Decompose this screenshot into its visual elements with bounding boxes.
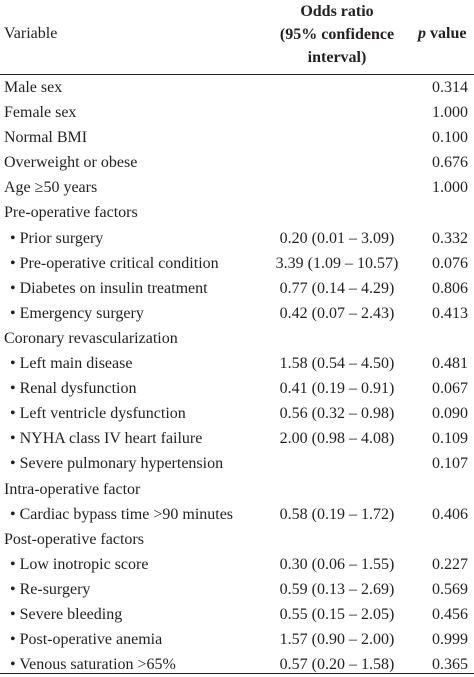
table-row: • Renal dysfunction 0.41 (0.19 – 0.91) 0.0… [0,376,474,401]
odds-ratio-cell: 0.58 (0.19 – 1.72) [279,505,395,523]
variable-cell: Post-operative factors [4,530,144,548]
variable-cell: Age ≥50 years [4,179,98,197]
odds-ratio-cell: 0.20 (0.01 – 3.09) [279,229,395,247]
table-row: • Re-surgery 0.59 (0.13 – 2.69) 0.569 [0,577,474,602]
variable-cell: • Severe pulmonary hypertension [10,455,224,473]
p-value-cell: 0.067 [432,380,468,398]
table-body: Male sex 0.314 Female sex 1.000 Normal BMI 0.… [0,75,474,677]
p-value-cell: 0.109 [432,430,468,448]
table-row: Normal BMI 0.100 [0,125,474,150]
p-value-cell: 0.332 [432,229,468,247]
table-row: • Post-operative anemia 1.57 (0.90 – 2.00… [0,627,474,652]
header-odds-ratio-line3: interval) [307,49,367,66]
table-row: Intra-operative factor [0,477,474,502]
variable-cell: Normal BMI [4,129,88,147]
variable-cell: Pre-operative factors [4,204,138,222]
p-value-cell: 0.314 [432,79,468,96]
table-bottom-rule [0,673,474,674]
variable-cell: • Prior surgery [10,229,104,247]
odds-ratio-cell: 1.57 (0.90 – 2.00) [279,631,395,649]
table-row: • Pre-operative critical condition 3.39 (… [0,251,474,276]
table-row: • Cardiac bypass time >90 minutes 0.58 (0… [0,502,474,527]
table-row: • Prior surgery 0.20 (0.01 – 3.09) 0.332 [0,226,474,251]
variable-cell: • Left main disease [10,355,133,373]
variable-cell: • Emergency surgery [10,304,144,322]
p-value-cell: 0.107 [432,455,468,473]
p-value-cell: 0.365 [432,656,468,674]
odds-ratio-cell: 0.59 (0.13 – 2.69) [279,580,395,598]
p-value-cell: 0.481 [432,355,468,373]
variable-cell: Overweight or obese [4,154,138,172]
odds-ratio-cell: 0.42 (0.07 – 2.43) [279,304,395,322]
variable-cell: Coronary revascularization [4,329,178,347]
p-value-cell: 0.456 [432,605,468,623]
table-row: • Left ventricle dysfunction 0.56 (0.32 –… [0,401,474,426]
odds-ratio-cell: 3.39 (1.09 – 10.57) [275,254,399,272]
p-value-cell: 1.000 [432,179,468,197]
table-row: Male sex 0.314 [0,75,474,100]
p-value-cell: 0.569 [432,580,468,598]
variable-cell: • Diabetes on insulin treatment [10,279,208,297]
odds-ratio-cell: 0.77 (0.14 – 4.29) [279,279,395,297]
p-value-cell: 0.090 [432,405,468,423]
odds-ratio-cell: 1.58 (0.54 – 4.50) [279,355,395,373]
variable-cell: Female sex [4,104,77,122]
odds-ratio-cell: 0.55 (0.15 – 2.05) [279,605,395,623]
table-row: • Low inotropic score 0.30 (0.06 – 1.55) 0… [0,552,474,577]
table-row: Overweight or obese 0.676 [0,150,474,175]
table-row: Pre-operative factors [0,200,474,225]
variable-cell: • Severe bleeding [10,605,123,623]
header-odds-ratio-line2: (95% confidence [279,26,395,43]
p-value-cell: 0.076 [432,254,468,272]
table-row: • Severe pulmonary hypertension 0.107 [0,451,474,476]
variable-cell: • Pre-operative critical condition [10,254,219,272]
table-row: • Severe bleeding 0.55 (0.15 – 2.05) 0.456 [0,602,474,627]
variable-cell: • Post-operative anemia [10,631,163,649]
odds-ratio-cell: 0.56 (0.32 – 0.98) [279,405,395,423]
table-row: • Venous saturation >65% 0.57 (0.20 – 1.5… [0,652,474,677]
variable-cell: • NYHA class IV heart failure [10,430,203,448]
variable-cell: • Cardiac bypass time >90 minutes [10,505,234,523]
p-value-cell: 0.806 [432,279,468,297]
odds-ratio-cell: 0.57 (0.20 – 1.58) [279,656,395,674]
table-row: Coronary revascularization [0,326,474,351]
table-header: Variable Odds ratio (95% confidence inte… [0,0,474,74]
header-odds-ratio: Odds ratio (95% confidence interval) [262,0,412,69]
odds-ratio-cell: 2.00 (0.98 – 4.08) [279,430,395,448]
variable-cell: • Left ventricle dysfunction [10,405,186,423]
header-p-value: p value [418,24,466,44]
p-value-cell: 0.676 [432,154,468,172]
table-row: • Left main disease 1.58 (0.54 – 4.50) 0.4… [0,351,474,376]
table-row: Female sex 1.000 [0,100,474,125]
variable-cell: Male sex [4,79,63,96]
table-row: Post-operative factors [0,527,474,552]
p-value-cell: 0.227 [432,555,468,573]
header-variable: Variable [4,25,58,42]
variable-cell: Intra-operative factor [4,480,141,498]
odds-ratio-cell: 0.41 (0.19 – 0.91) [279,380,395,398]
header-p-symbol: p [418,25,426,42]
table-row: Age ≥50 years 1.000 [0,175,474,200]
odds-ratio-cell: 0.30 (0.06 – 1.55) [279,555,395,573]
variable-cell: • Venous saturation >65% [10,656,176,674]
variable-cell: • Re-surgery [10,580,91,598]
p-value-cell: 0.999 [432,631,468,649]
table-row: • Emergency surgery 0.42 (0.07 – 2.43) 0.4… [0,301,474,326]
header-odds-ratio-line1: Odds ratio [300,3,374,20]
variable-cell: • Low inotropic score [10,555,149,573]
variable-cell: • Renal dysfunction [10,380,137,398]
table-row: • Diabetes on insulin treatment 0.77 (0.1… [0,276,474,301]
table-row: • NYHA class IV heart failure 2.00 (0.98 … [0,426,474,451]
header-p-word: value [430,25,467,42]
p-value-cell: 1.000 [432,104,468,122]
p-value-cell: 0.100 [432,129,468,147]
p-value-cell: 0.413 [432,304,468,322]
header-divider [0,74,474,75]
p-value-cell: 0.406 [432,505,468,523]
